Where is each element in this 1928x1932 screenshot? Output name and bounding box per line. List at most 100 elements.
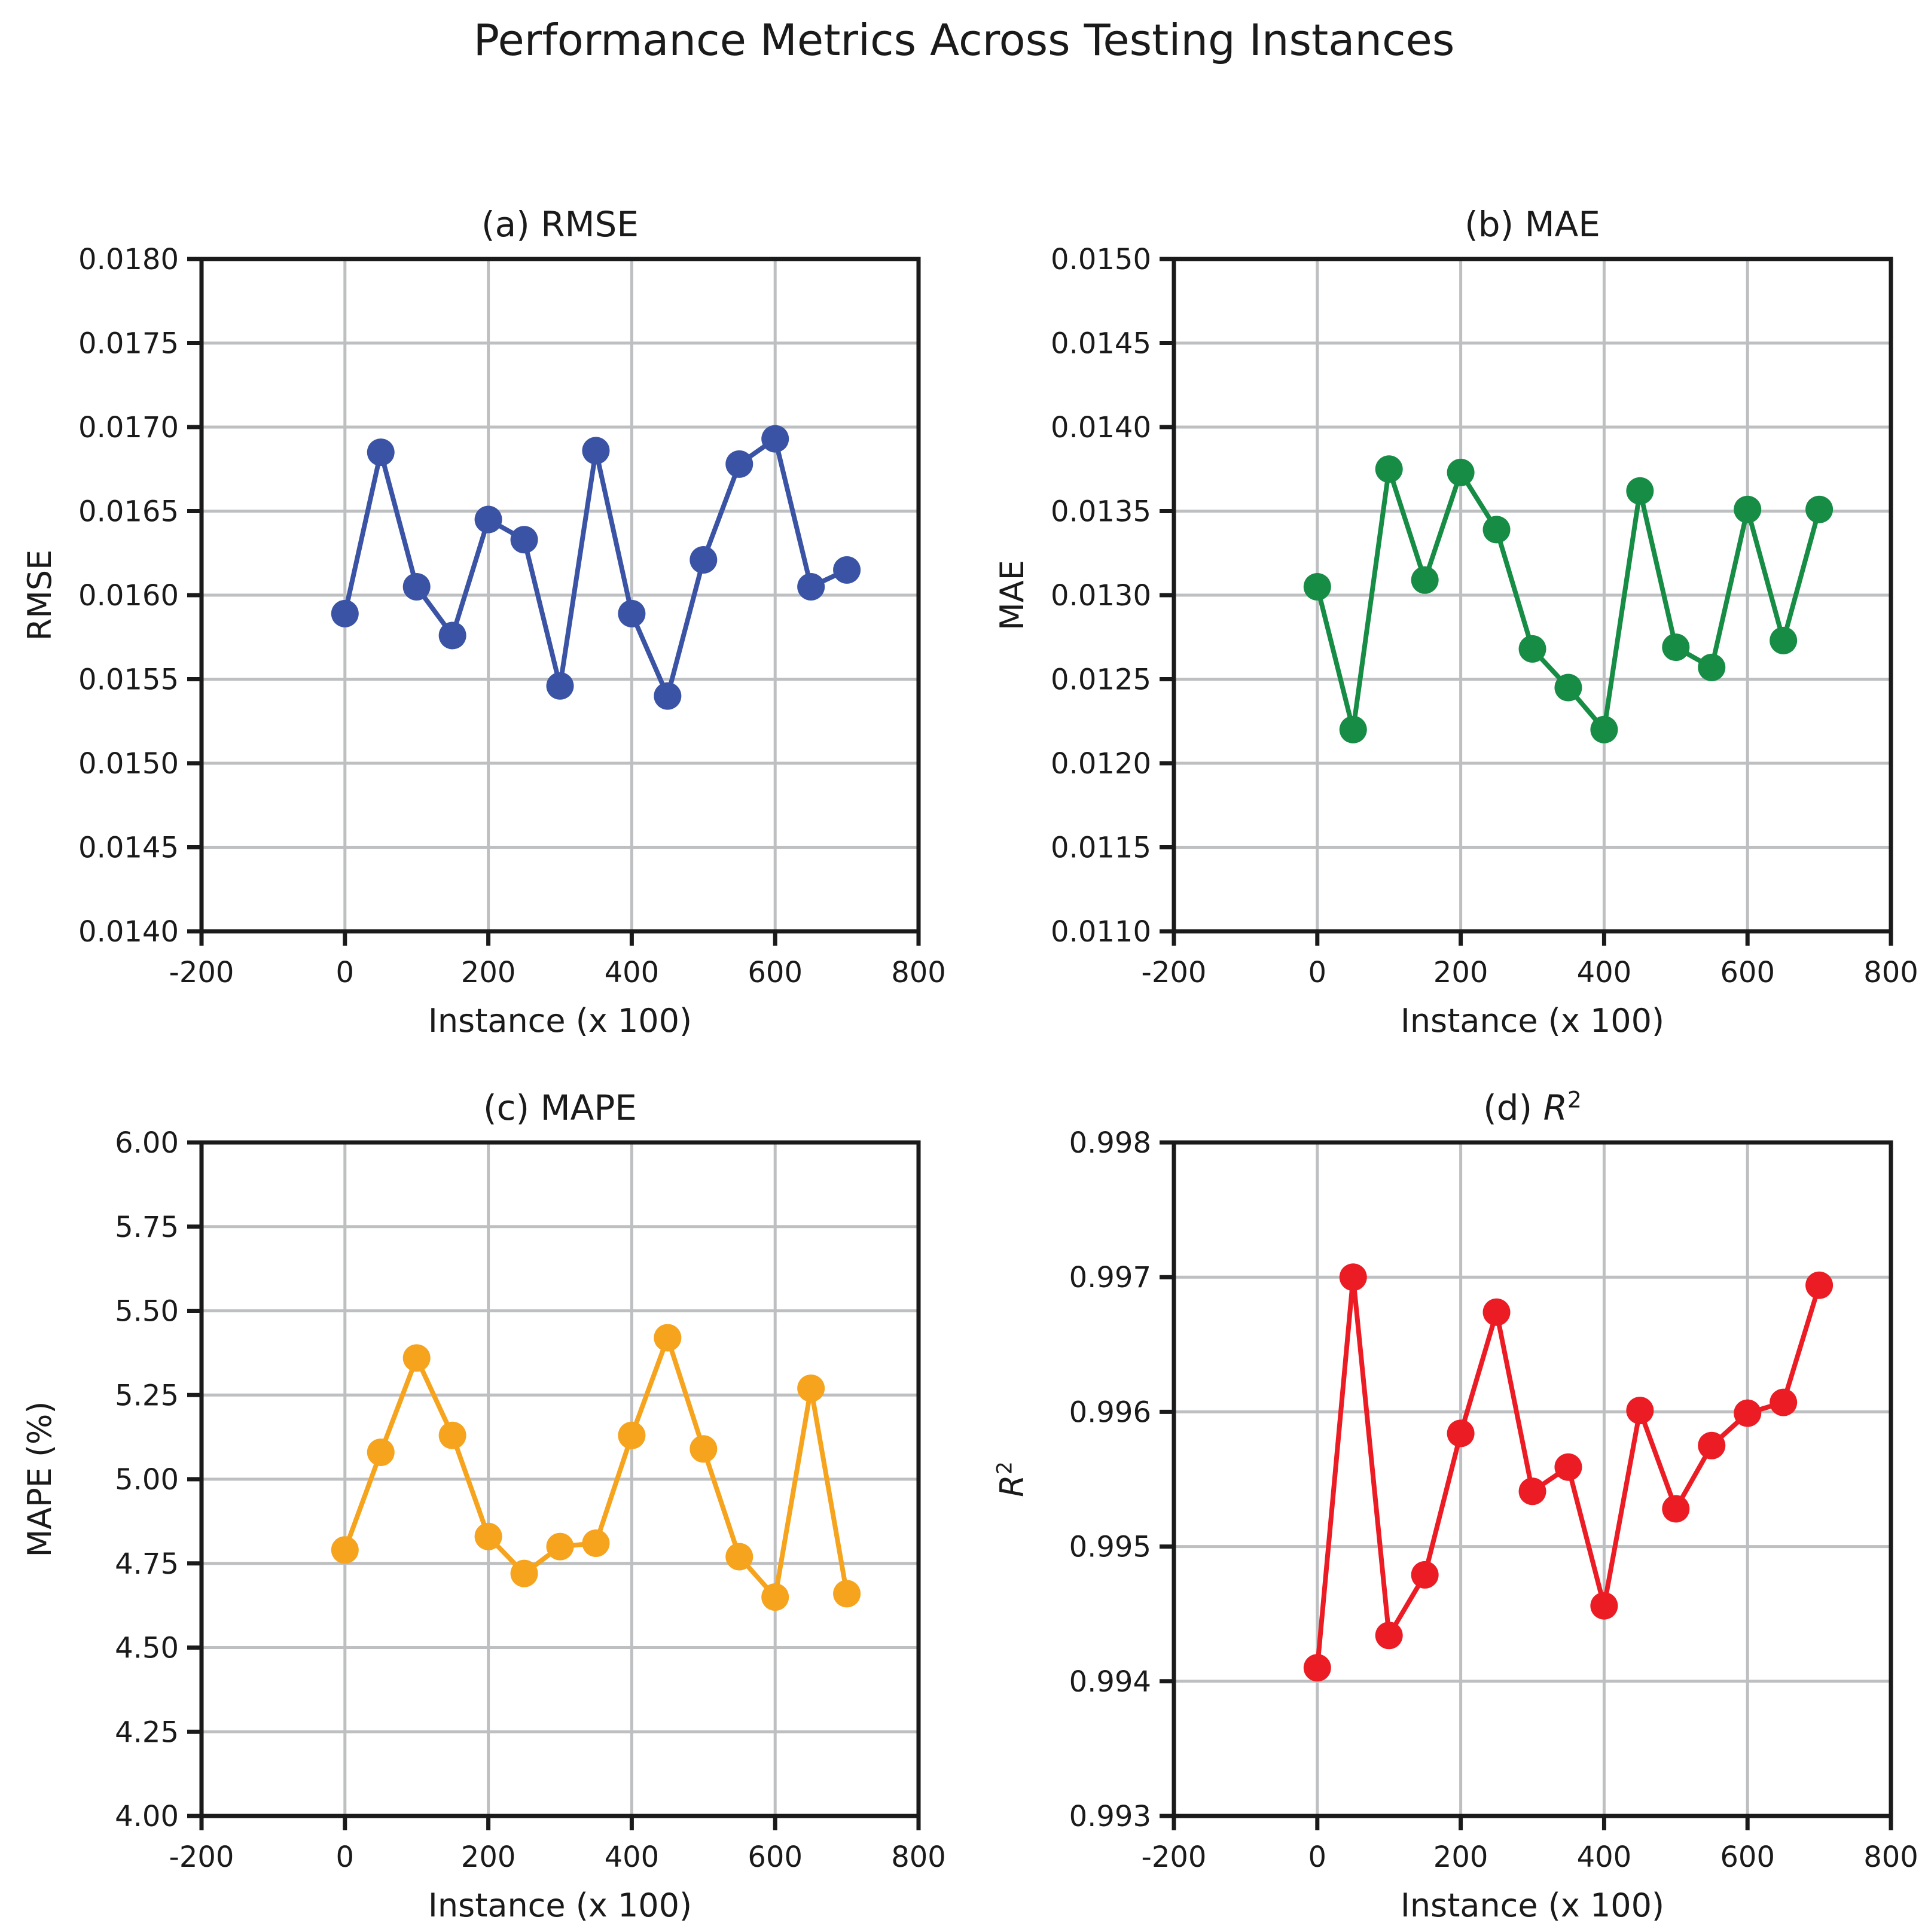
y-tick-label: 0.994 (1069, 1665, 1151, 1699)
data-point (761, 1583, 789, 1611)
data-point (1805, 1271, 1834, 1299)
x-tick-label: 0 (336, 956, 355, 989)
y-axis-label: MAPE (%) (21, 1401, 59, 1558)
data-point (1662, 633, 1690, 662)
x-tick-label: 400 (1577, 956, 1632, 989)
data-point (761, 425, 789, 453)
y-tick-label: 5.00 (115, 1463, 179, 1497)
data-point (654, 1324, 682, 1352)
data-point (1590, 715, 1618, 743)
data-point (690, 1435, 718, 1463)
data-point (1626, 477, 1654, 505)
y-tick-label: 0.997 (1069, 1261, 1151, 1294)
data-point (1411, 566, 1439, 594)
data-point (1482, 1298, 1511, 1326)
y-tick-label: 6.00 (115, 1126, 179, 1160)
data-point (1662, 1495, 1690, 1523)
y-tick-label: 0.0145 (78, 831, 179, 865)
y-tick-label: 0.995 (1069, 1531, 1151, 1564)
x-tick-label: 800 (891, 956, 946, 989)
data-point (510, 1559, 538, 1587)
data-point (474, 1522, 502, 1550)
data-point (546, 1532, 574, 1561)
data-point (833, 556, 861, 584)
subplot-title: (a) RMSE (481, 204, 639, 245)
y-tick-label: 5.25 (115, 1379, 179, 1412)
data-point (582, 1529, 610, 1557)
figure-suptitle: Performance Metrics Across Testing Insta… (473, 15, 1455, 65)
y-tick-label: 0.0135 (1051, 495, 1151, 529)
data-point (1734, 495, 1762, 523)
data-point (1554, 1453, 1582, 1481)
y-tick-label: 0.993 (1069, 1800, 1151, 1833)
data-point (438, 621, 466, 650)
data-point (1626, 1397, 1654, 1425)
data-point (1698, 1431, 1726, 1459)
x-tick-label: 200 (1433, 1840, 1488, 1874)
data-point (654, 682, 682, 710)
x-axis-label: Instance (x 100) (428, 1002, 692, 1040)
data-point (1339, 1263, 1367, 1291)
x-axis-label: Instance (x 100) (1401, 1887, 1664, 1924)
y-tick-label: 5.50 (115, 1295, 179, 1328)
data-point (402, 572, 431, 601)
data-point (797, 1374, 825, 1402)
subplot-title: (b) MAE (1465, 204, 1600, 245)
x-tick-label: 0 (1308, 956, 1327, 989)
subplot-title: (d) R2 (1483, 1086, 1582, 1128)
data-point (1339, 715, 1367, 743)
series-line (342, 1335, 850, 1600)
x-tick-label: 600 (748, 1840, 803, 1874)
y-tick-label: 4.50 (115, 1632, 179, 1665)
y-tick-label: 0.0180 (78, 243, 179, 276)
axes-spines (1172, 1140, 1893, 1818)
data-point (725, 1543, 753, 1571)
y-tick-label: 0.998 (1069, 1126, 1151, 1160)
x-axis-label: Instance (x 100) (1401, 1002, 1664, 1040)
data-point (1482, 516, 1511, 544)
y-axis-label: R2 (993, 1461, 1031, 1497)
y-tick-label: 0.0140 (1051, 411, 1151, 444)
data-point (1770, 626, 1798, 654)
data-point (690, 546, 718, 574)
data-point (582, 437, 610, 465)
y-tick-label: 0.0150 (1051, 243, 1151, 276)
data-point (367, 438, 395, 467)
subplot-title: (c) MAPE (483, 1087, 637, 1128)
data-point (1303, 1654, 1331, 1682)
data-point (402, 1344, 431, 1372)
data-point (1447, 1419, 1475, 1448)
data-point (1554, 674, 1582, 702)
y-tick-label: 0.0130 (1051, 579, 1151, 612)
y-tick-label: 0.0175 (78, 327, 179, 361)
x-axis-label: Instance (x 100) (428, 1887, 692, 1924)
data-point (1518, 1477, 1546, 1506)
y-axis-label: RMSE (21, 550, 59, 641)
data-point (1303, 572, 1331, 601)
y-tick-label: 5.75 (115, 1211, 179, 1244)
y-tick-label: 4.00 (115, 1800, 179, 1833)
data-point (1411, 1561, 1439, 1589)
x-tick-label: 200 (1433, 956, 1488, 989)
x-tick-label: -200 (169, 956, 234, 989)
data-point (510, 526, 538, 554)
x-tick-label: 800 (1863, 1840, 1918, 1874)
data-point (546, 672, 574, 700)
y-tick-label: 0.0150 (78, 747, 179, 781)
y-tick-label: 0.996 (1069, 1395, 1151, 1429)
x-tick-label: 800 (1863, 956, 1918, 989)
y-tick-label: 0.0125 (1051, 663, 1151, 697)
x-tick-label: 600 (1720, 956, 1775, 989)
data-point (1375, 1622, 1403, 1650)
data-point (1590, 1592, 1618, 1620)
data-point (1447, 458, 1475, 486)
x-tick-label: 400 (1577, 1840, 1632, 1874)
subplot-rmse: -200 0 200 400 600 800 0.0140 0.0145 0.0150 0.015… (21, 204, 946, 1040)
x-tick-label: 800 (891, 1840, 946, 1874)
y-tick-label: 4.75 (115, 1547, 179, 1581)
x-tick-label: 200 (461, 1840, 516, 1874)
subplot-mae: -200 0 200 400 600 800 0.0110 0.0115 0.0120 0.012… (993, 204, 1918, 1040)
x-tick-label: -200 (1142, 956, 1207, 989)
